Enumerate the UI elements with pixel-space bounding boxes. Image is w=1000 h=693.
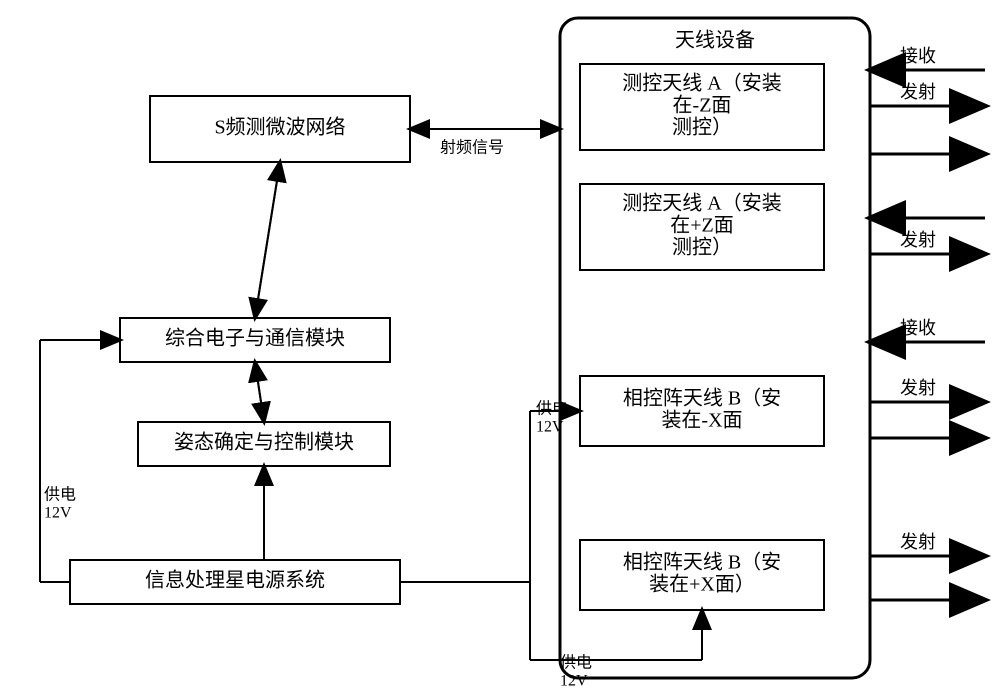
antenna-a1-box-label-0: 测控天线 A（安装 (622, 72, 781, 95)
antenna-a2-box-label-1: 在+Z面 (670, 214, 734, 237)
antenna-a1-box-label-1: 在-Z面 (673, 94, 732, 117)
antenna-a1-box-label-2: 测控） (672, 116, 732, 139)
io-label: 发射 (900, 230, 936, 250)
antenna-a2-box-label-2: 测控） (672, 236, 732, 259)
io-label: 接收 (900, 318, 936, 338)
attitude-box-label: 姿态确定与控制模块 (174, 431, 354, 454)
diagram-canvas: 天线设备 S频测微波网络综合电子与通信模块姿态确定与控制模块信息处理星电源系统 … (0, 0, 1000, 693)
power-label-left-2: 12V (44, 505, 72, 522)
io-label: 接收 (900, 46, 936, 66)
power-box-label: 信息处理星电源系统 (145, 569, 325, 592)
rf-label: 射频信号 (440, 139, 504, 157)
power-label-left-1: 供电 (44, 486, 76, 504)
antenna-a2-box-label-0: 测控天线 A（安装 (622, 192, 781, 215)
sband-box-label: S频测微波网络 (214, 116, 345, 139)
antenna-b2-box-label-1: 装在+X面） (649, 573, 755, 596)
antenna-container-title: 天线设备 (675, 29, 755, 52)
power-label-bot-2: 12V (560, 673, 588, 690)
connector (255, 362, 264, 422)
comm-box-label: 综合电子与通信模块 (165, 327, 345, 350)
io-label: 发射 (900, 82, 936, 102)
io-label: 发射 (900, 532, 936, 552)
power-label-mid-2: 12V (536, 419, 564, 436)
connector (255, 162, 280, 318)
power-label-mid-1: 供电 (536, 400, 568, 418)
power-label-bot-1: 供电 (560, 654, 592, 672)
antenna-b2-box-label-0: 相控阵天线 B（安 (623, 551, 781, 574)
io-label: 发射 (900, 378, 936, 398)
antenna-b1-box-label-0: 相控阵天线 B（安 (623, 387, 781, 410)
antenna-b1-box-label-1: 装在-X面 (661, 409, 742, 432)
